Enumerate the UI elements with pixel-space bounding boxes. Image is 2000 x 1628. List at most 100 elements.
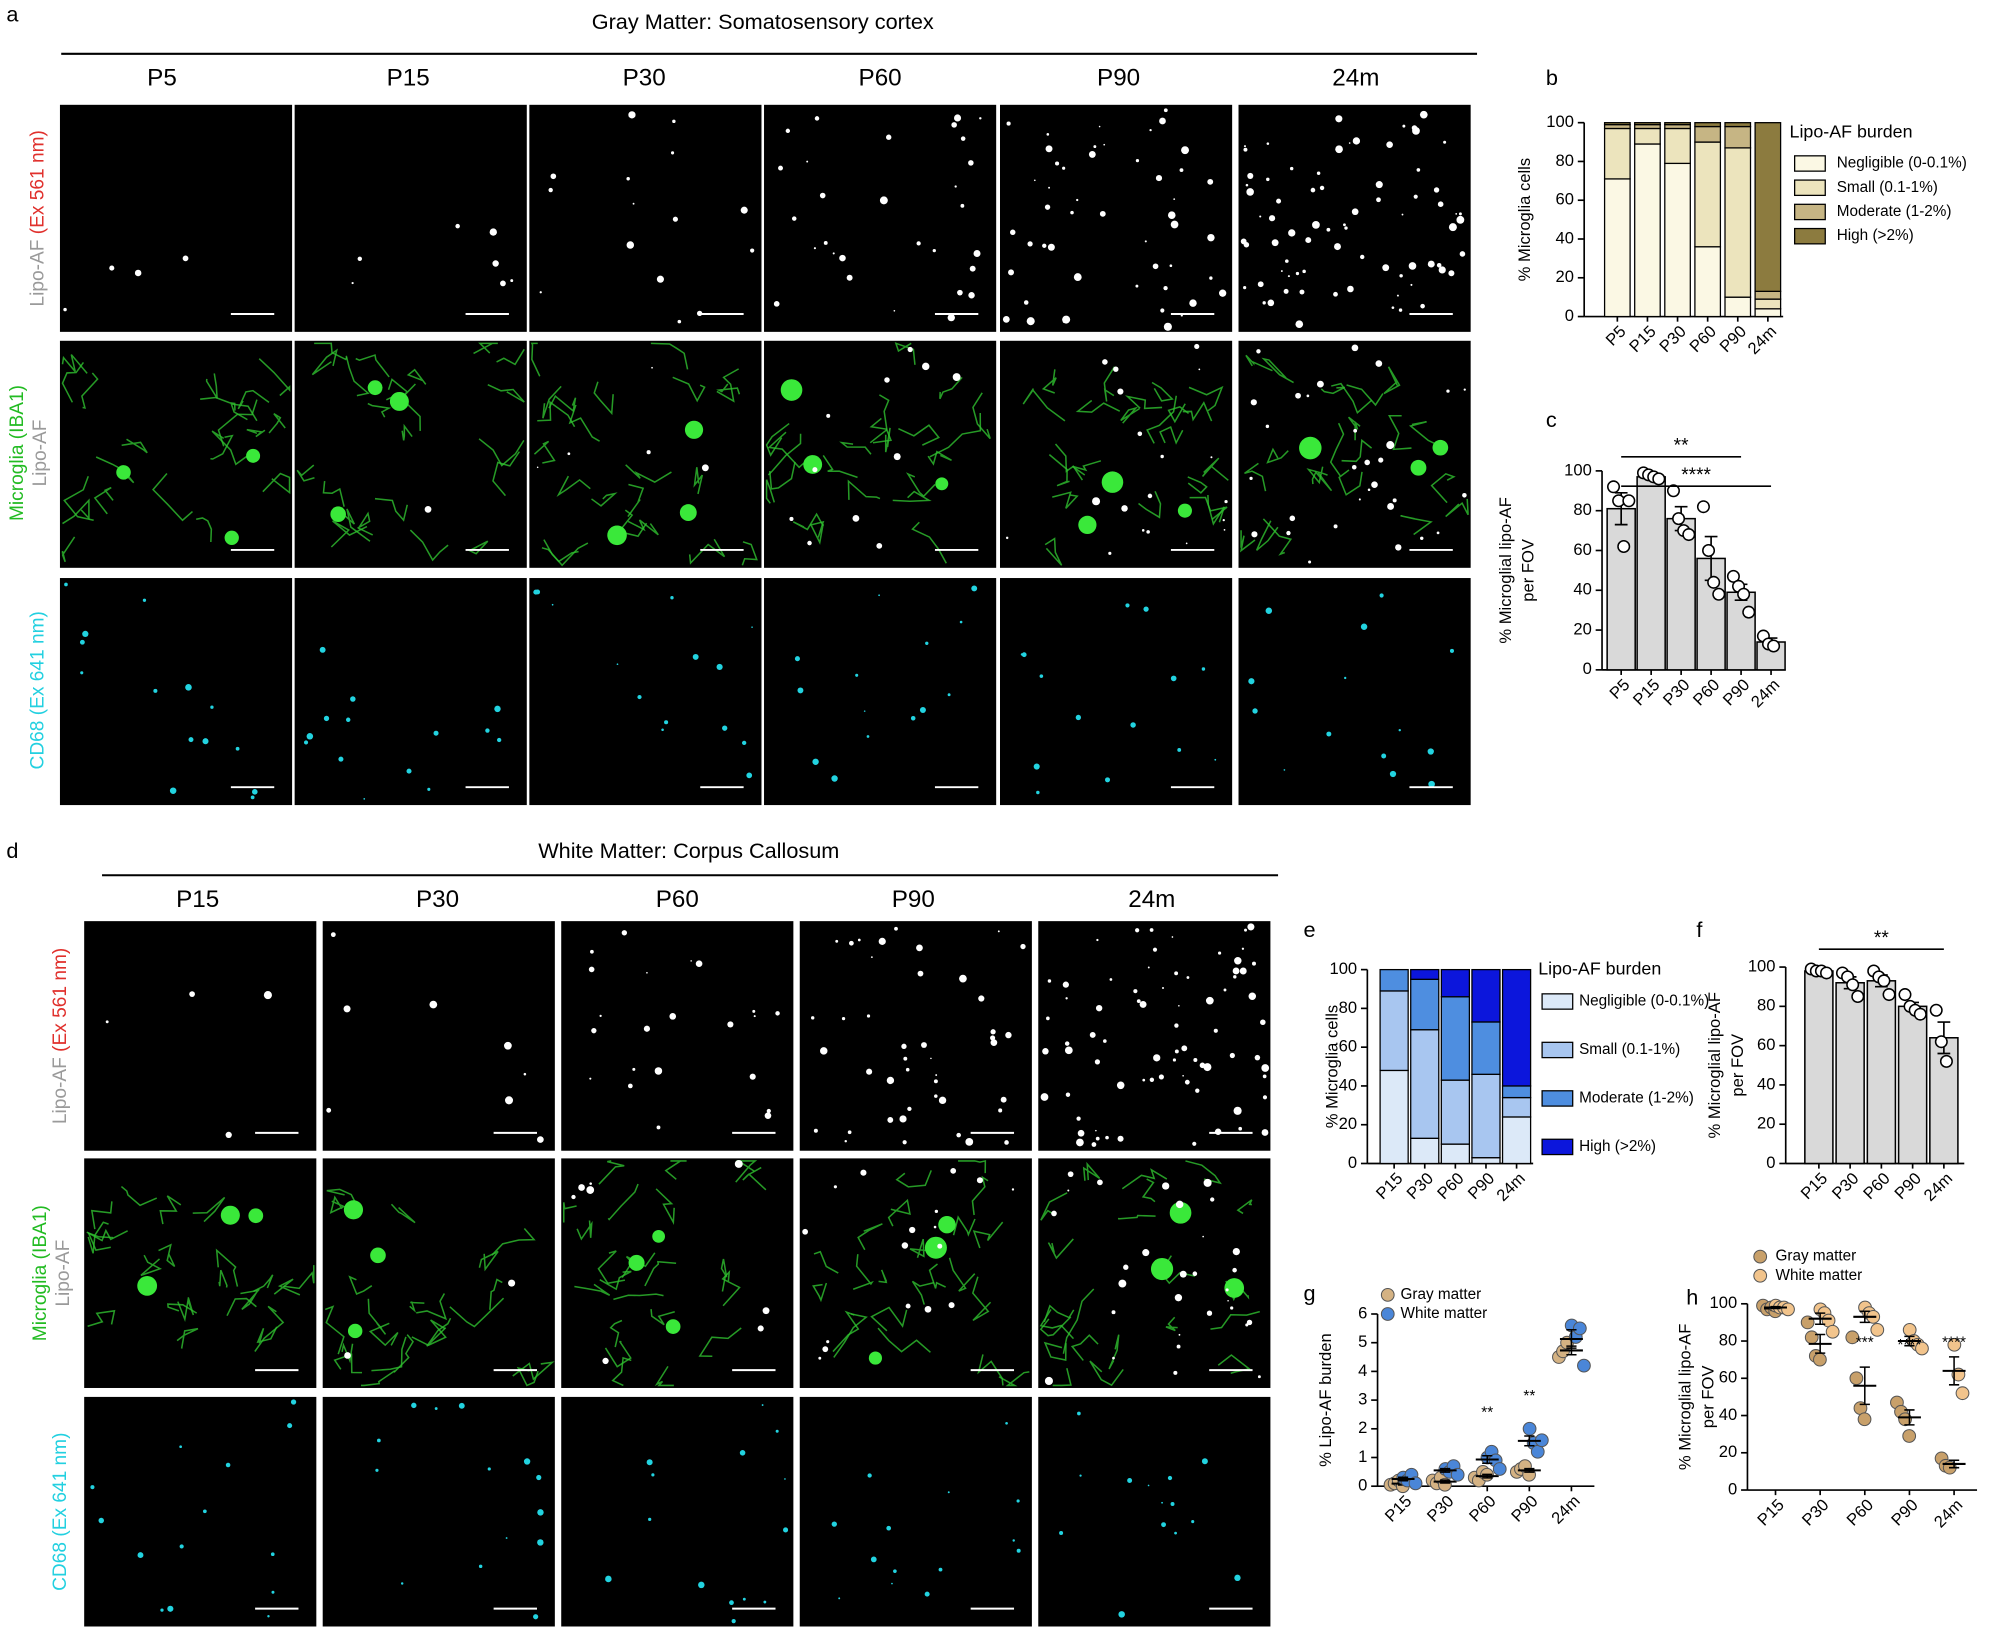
- bar-segment: [1501, 1116, 1532, 1165]
- data-point: [1522, 1421, 1537, 1436]
- speck: [1179, 168, 1184, 173]
- microglia-process: [839, 441, 872, 455]
- micrograph: [322, 1396, 555, 1627]
- speck: [1077, 1411, 1081, 1416]
- speck: [79, 639, 85, 645]
- speck: [1436, 531, 1440, 535]
- legend-label: Gray matter: [1776, 1248, 1857, 1265]
- speck: [1287, 275, 1290, 278]
- microglia-process: [345, 355, 370, 397]
- speck: [550, 173, 557, 180]
- row-label-part: (Ex 641 nm): [27, 611, 48, 715]
- microglia-process: [273, 1278, 301, 1296]
- y-tick-label: 100: [1748, 956, 1776, 975]
- data-point: [1666, 484, 1680, 498]
- speck: [1458, 212, 1462, 216]
- speck: [867, 1473, 872, 1478]
- microglia-process: [200, 396, 236, 411]
- speck: [478, 1564, 483, 1569]
- speck: [90, 1485, 95, 1490]
- speck: [64, 582, 68, 587]
- speck: [778, 165, 783, 171]
- speck: [1046, 133, 1050, 136]
- micrograph-frame: [322, 921, 555, 1151]
- microglia-process: [765, 479, 776, 504]
- speck: [812, 467, 818, 473]
- bar-segment: [1724, 296, 1752, 318]
- data-point: [1870, 1322, 1885, 1337]
- speck: [831, 775, 838, 782]
- speck: [1411, 125, 1418, 131]
- microglia-process: [792, 512, 824, 531]
- micrograph: [294, 340, 527, 568]
- speck: [893, 453, 901, 461]
- speck: [363, 797, 366, 800]
- speck: [1335, 115, 1343, 123]
- speck: [1438, 266, 1446, 274]
- speck: [599, 1014, 602, 1018]
- micrograph: [1038, 921, 1271, 1151]
- microglia-process: [958, 1159, 987, 1174]
- microglia-process: [894, 342, 916, 365]
- bar-segment: [1664, 122, 1691, 126]
- microglia-process: [322, 480, 345, 507]
- speck: [1260, 1019, 1266, 1026]
- speck: [505, 1096, 514, 1105]
- microglia-soma: [1177, 503, 1192, 518]
- micrograph: [59, 578, 293, 806]
- legend-label: Gray matter: [1401, 1286, 1482, 1303]
- bar: [1666, 517, 1696, 671]
- microglia-process: [86, 1228, 128, 1242]
- speck: [536, 466, 539, 469]
- microglia-process: [326, 1188, 357, 1205]
- y-tick-label: 0: [1565, 306, 1574, 325]
- microglia-process: [406, 368, 427, 385]
- microglia-process: [742, 1166, 767, 1191]
- microglia-soma: [1150, 1257, 1174, 1281]
- microglia-process: [254, 1305, 285, 1352]
- bar-segment: [1603, 122, 1631, 126]
- speck: [1092, 497, 1101, 506]
- speck: [695, 960, 703, 968]
- speck: [1382, 264, 1390, 272]
- speck: [902, 1140, 907, 1145]
- speck: [1249, 476, 1253, 481]
- y-axis-label: per FOV: [1519, 539, 1538, 602]
- microglia-process: [140, 1254, 162, 1277]
- speck: [202, 738, 209, 745]
- microglia-soma: [343, 1200, 364, 1220]
- speck: [179, 1445, 182, 1449]
- speck: [876, 542, 883, 549]
- microglia-process: [832, 1310, 860, 1353]
- microglia-process: [611, 1356, 632, 1387]
- row-label: CD68 (Ex 641 nm): [50, 1433, 71, 1591]
- speck: [857, 938, 861, 942]
- row-label: Lipo-AF (Ex 561 nm): [27, 130, 48, 306]
- data-point: [1450, 1467, 1465, 1482]
- microglia-process: [496, 348, 525, 366]
- micrograph: [1238, 578, 1471, 806]
- speck: [878, 937, 886, 945]
- speck: [1446, 389, 1450, 393]
- micrograph: [294, 104, 527, 332]
- speck: [1173, 198, 1176, 200]
- speck: [1059, 1531, 1064, 1536]
- bar-segment: [1471, 1157, 1501, 1165]
- panel-title: White Matter: Corpus Callosum: [538, 838, 839, 863]
- microglia-process: [1043, 1341, 1067, 1361]
- y-tick-label: 60: [1757, 1035, 1775, 1054]
- microglia-process: [218, 1269, 228, 1288]
- speck: [1108, 551, 1112, 555]
- micrograph-frame: [799, 1158, 1032, 1388]
- legend-swatch: [1794, 227, 1826, 245]
- speck: [1155, 175, 1163, 182]
- speck: [797, 687, 804, 694]
- significance-label: **: [1874, 928, 1889, 949]
- microglia-process: [822, 454, 858, 479]
- microglia-process: [95, 456, 135, 484]
- micrograph: [59, 340, 293, 568]
- speck: [1234, 956, 1242, 965]
- error-bar: [1815, 1312, 1826, 1326]
- speck: [979, 117, 982, 120]
